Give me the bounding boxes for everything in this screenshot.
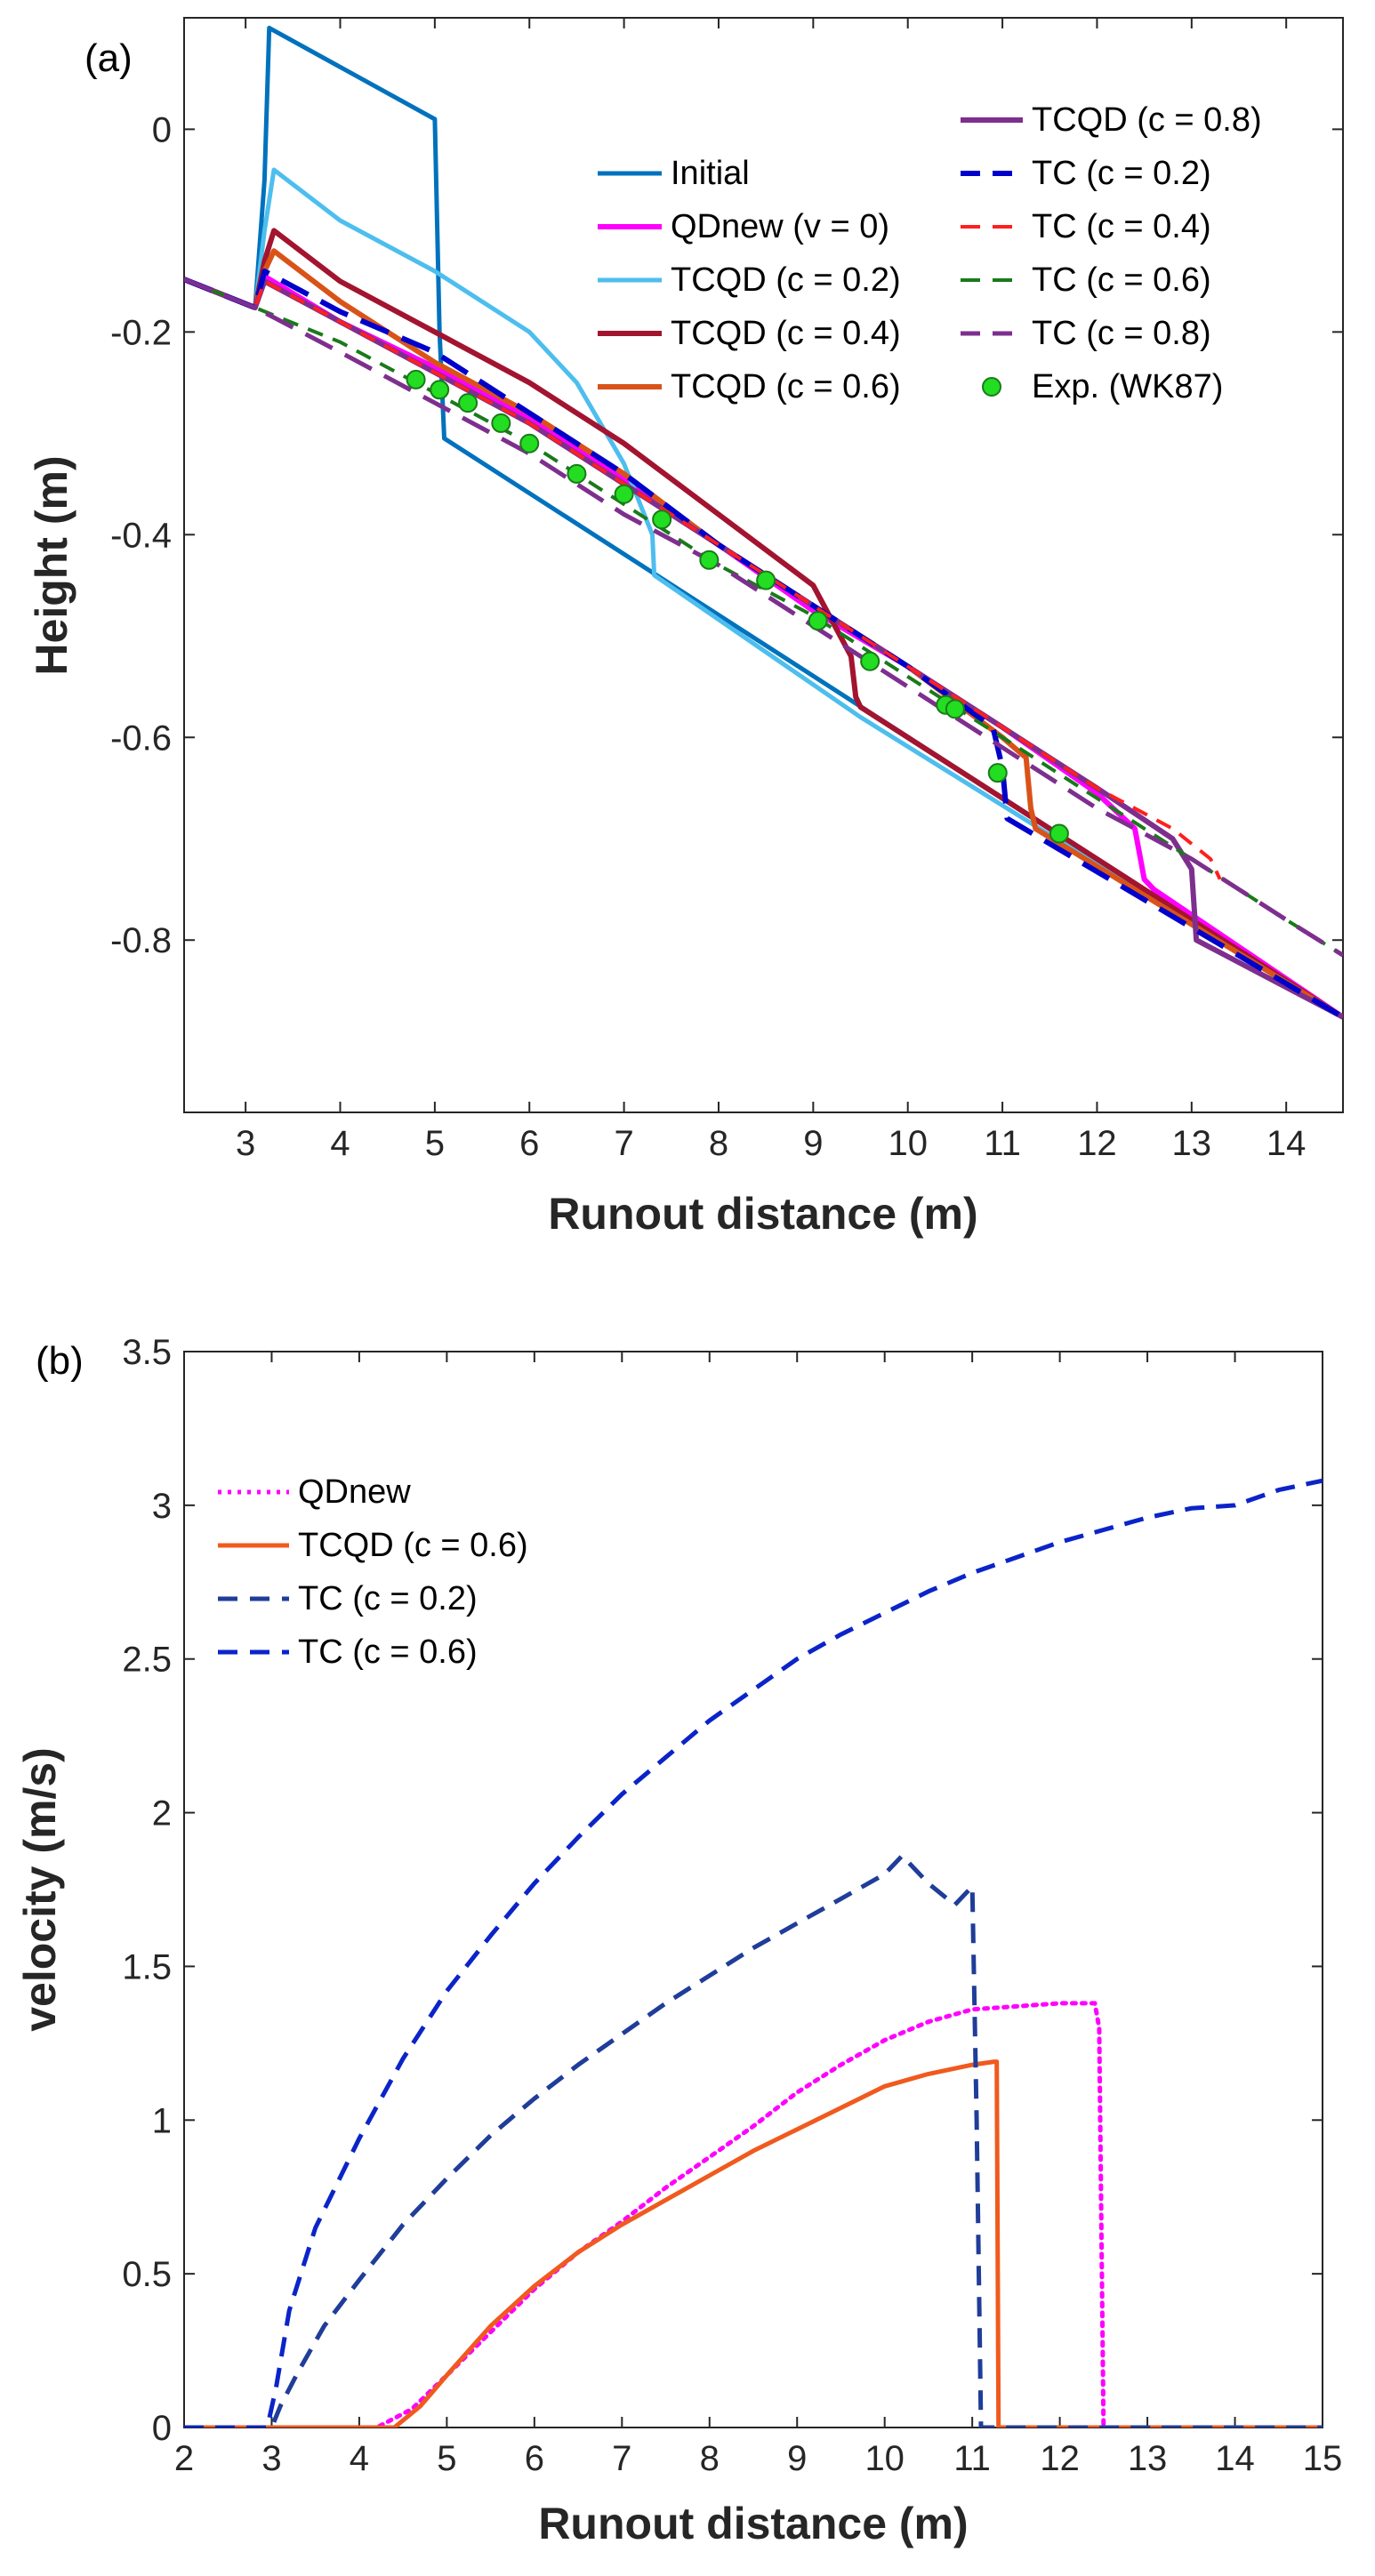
series-point-exp-wk87 (945, 699, 965, 719)
panel-a-xtick-label: 12 (1077, 1124, 1117, 1163)
panel-b-y-axis-label: velocity (m/s) (15, 1747, 65, 2032)
legend-label-tc-c-0-2: TC (c = 0.2) (1032, 155, 1211, 192)
panel-a-xtick-label: 10 (888, 1124, 928, 1163)
panel-a-axes-box (183, 17, 1344, 1113)
panel-a-ytick-label: -0.8 (110, 921, 172, 960)
panel-a-xtick-label: 7 (614, 1124, 633, 1163)
panel-b-ytick-label: 2 (152, 1794, 172, 1834)
panel-b-legend: QDnew TCQD (c = 0.6) TC (c = 0.2) TC (c = 0… (218, 1473, 528, 1671)
series-point-exp-wk87 (491, 413, 511, 433)
panel-a-y-axis-label: Height (m) (27, 455, 76, 675)
series-line-tc-c-0-2 (184, 269, 1343, 1020)
panel-b-ytick-label: 0.5 (122, 2255, 172, 2294)
panel-a-legend: Initial QDnew (v = 0) TCQD (c = 0.2) TCQD (… (598, 101, 1262, 405)
series-line-tc-c-0-8 (184, 277, 1343, 958)
series-point-exp-wk87 (430, 380, 450, 400)
legend-label-tcqd-c-0-2: TCQD (c = 0.2) (671, 261, 901, 299)
panel-a-xtick-label: 13 (1172, 1124, 1212, 1163)
legend-label-tc-c-0-6: TC (c = 0.6) (1032, 261, 1211, 299)
panel-b-xtick-label: 2 (174, 2439, 194, 2478)
series-point-exp-wk87 (458, 393, 478, 413)
panel-a-ticks: 3 4 5 6 7 8 9 10 11 12 13 14 0 -0.2 -0.4 -0.6 -0.8 (110, 18, 1343, 1163)
series-point-exp-wk87 (808, 611, 828, 631)
series-line-tcqd-c-0-2 (184, 167, 1343, 1020)
panel-a-series (184, 25, 1343, 1020)
panel-a: 3 4 5 6 7 8 9 10 11 12 13 14 0 -0.2 -0.4 -0.6 -0.8 (a) R… (27, 17, 1344, 1239)
series-point-exp-wk87 (652, 510, 672, 530)
panel-b-xtick-label: 4 (350, 2439, 369, 2478)
panel-b-ytick-label: 1.5 (122, 1947, 172, 1986)
panel-b-axes-box (183, 1351, 1323, 2428)
legend-label-tc-c-0-4: TC (c = 0.4) (1032, 208, 1211, 245)
panel-b-series (184, 1478, 1323, 2428)
series-point-exp-wk87 (406, 369, 426, 389)
legend-label-tc-c-0-6: TC (c = 0.6) (298, 1633, 478, 1671)
legend-label-qdnew: QDnew (298, 1473, 411, 1511)
panel-a-xtick-label: 14 (1266, 1124, 1307, 1163)
legend-label-tcqd-c-0-8: TCQD (c = 0.8) (1032, 101, 1262, 139)
panel-a-ytick-label: -0.4 (110, 516, 172, 555)
legend-label-tcqd-c-0-4: TCQD (c = 0.4) (671, 315, 901, 352)
panel-b-xtick-label: 3 (261, 2439, 281, 2478)
series-point-exp-wk87 (567, 463, 587, 484)
panel-a-xtick-label: 6 (519, 1124, 539, 1163)
legend-label-qdnew-v-0: QDnew (v = 0) (671, 208, 889, 245)
panel-a-ytick-label: -0.2 (110, 313, 172, 352)
panel-a-x-axis-label: Runout distance (m) (548, 1189, 977, 1239)
panel-a-ytick-label: 0 (152, 110, 172, 149)
panel-b-ytick-label: 3.5 (122, 1333, 172, 1372)
panel-b-xtick-label: 12 (1040, 2439, 1080, 2478)
panel-b-xtick-label: 10 (864, 2439, 905, 2478)
panel-a-xtick-label: 11 (984, 1124, 1021, 1163)
legend-label-initial: Initial (671, 155, 750, 192)
series-line-tc-c-0-2 (184, 1853, 1323, 2428)
legend-label-tcqd-c-0-6: TCQD (c = 0.6) (671, 368, 901, 405)
legend-label-tcqd-c-0-6: TCQD (c = 0.6) (298, 1527, 528, 1564)
legend-label-tc-c-0-2: TC (c = 0.2) (298, 1580, 478, 1617)
series-point-exp-wk87 (860, 651, 880, 671)
series-point-exp-wk87 (1049, 823, 1069, 844)
panel-b-label: (b) (36, 1339, 84, 1383)
legend-label-tc-c-0-8: TC (c = 0.8) (1032, 315, 1211, 352)
panel-a-xtick-label: 8 (709, 1124, 728, 1163)
panel-b-ytick-label: 1 (152, 2101, 172, 2140)
panel-a-xtick-label: 4 (330, 1124, 350, 1163)
panel-a-ytick-label: -0.6 (110, 718, 172, 758)
panel-b-xtick-label: 13 (1128, 2439, 1168, 2478)
series-point-exp-wk87 (756, 570, 776, 590)
panel-b-xtick-label: 5 (437, 2439, 456, 2478)
series-point-exp-wk87 (614, 484, 634, 504)
panel-b-ytick-label: 0 (152, 2409, 172, 2448)
series-line-tcqd-c-0-6 (184, 2059, 1323, 2428)
panel-a-xtick-label: 9 (803, 1124, 823, 1163)
series-line-tcqd-c-0-4 (184, 228, 1343, 1020)
panel-b-xtick-label: 14 (1215, 2439, 1255, 2478)
panel-b-xtick-label: 7 (612, 2439, 631, 2478)
series-point-exp-wk87 (987, 763, 1008, 783)
series-line-tc-c-0-6 (184, 1478, 1323, 2428)
panel-a-xtick-label: 5 (425, 1124, 445, 1163)
panel-b-xtick-label: 9 (787, 2439, 807, 2478)
legend-swatch (982, 377, 1001, 397)
panel-a-xtick-label: 3 (236, 1124, 255, 1163)
panel-b-ytick-label: 2.5 (122, 1641, 172, 1680)
series-point-exp-wk87 (519, 433, 540, 453)
panel-b-xtick-label: 6 (525, 2439, 544, 2478)
panel-b-xtick-label: 15 (1303, 2439, 1343, 2478)
panel-b-xtick-label: 8 (700, 2439, 720, 2478)
panel-b-ytick-label: 3 (152, 1487, 172, 1526)
series-point-exp-wk87 (699, 550, 720, 570)
panel-a-label: (a) (84, 36, 133, 80)
panel-b-ticks: 2 3 4 5 6 7 8 9 10 11 12 13 14 15 0 0.5 1 1.5 2 2.5 3 3.5 (122, 1333, 1342, 2478)
panel-b-x-axis-label: Runout distance (m) (538, 2499, 968, 2548)
legend-label-exp-wk87: Exp. (WK87) (1032, 368, 1223, 405)
panel-b: 2 3 4 5 6 7 8 9 10 11 12 13 14 15 0 0.5 1 1.5 2 2.5 3 3.5 (b)… (15, 1333, 1342, 2548)
panel-b-xtick-label: 11 (953, 2439, 991, 2478)
